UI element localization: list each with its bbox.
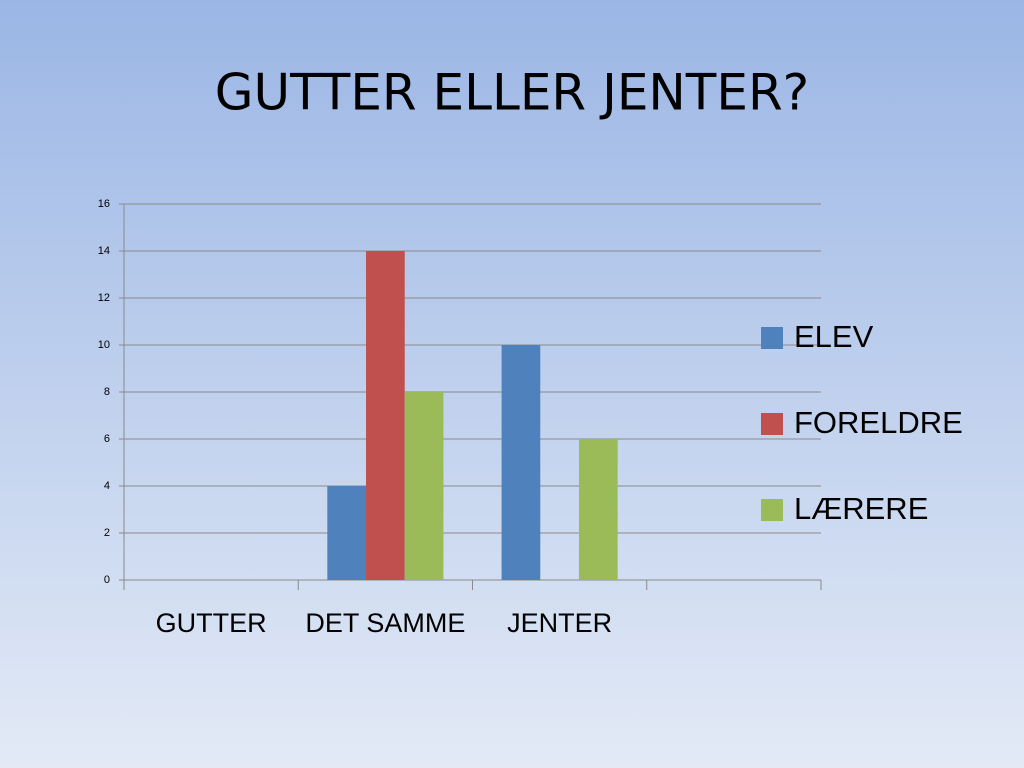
x-tick-label: DET SAMME <box>305 608 465 638</box>
legend-swatch <box>761 499 783 521</box>
legend-label: FORELDRE <box>794 405 963 440</box>
bar <box>327 486 367 580</box>
legend-label: LÆRERE <box>794 491 928 526</box>
legend-swatch <box>761 413 783 435</box>
y-tick-label: 16 <box>98 198 110 210</box>
bar <box>404 392 444 580</box>
y-tick-label: 12 <box>98 292 110 304</box>
legend-swatch <box>761 327 783 349</box>
y-tick-label: 14 <box>98 245 110 257</box>
bar <box>578 439 618 580</box>
x-tick-label: GUTTER <box>156 608 267 638</box>
bar <box>366 251 405 580</box>
legend-label: ELEV <box>794 319 874 354</box>
x-tick-label: JENTER <box>507 608 612 638</box>
y-tick-label: 6 <box>104 433 110 445</box>
y-tick-label: 2 <box>104 527 110 539</box>
y-tick-label: 10 <box>98 339 110 351</box>
y-tick-label: 0 <box>104 574 110 586</box>
bar <box>501 345 541 580</box>
chart-title: GUTTER ELLER JENTER? <box>215 64 809 122</box>
y-tick-label: 4 <box>104 480 110 492</box>
y-tick-label: 8 <box>104 386 110 398</box>
